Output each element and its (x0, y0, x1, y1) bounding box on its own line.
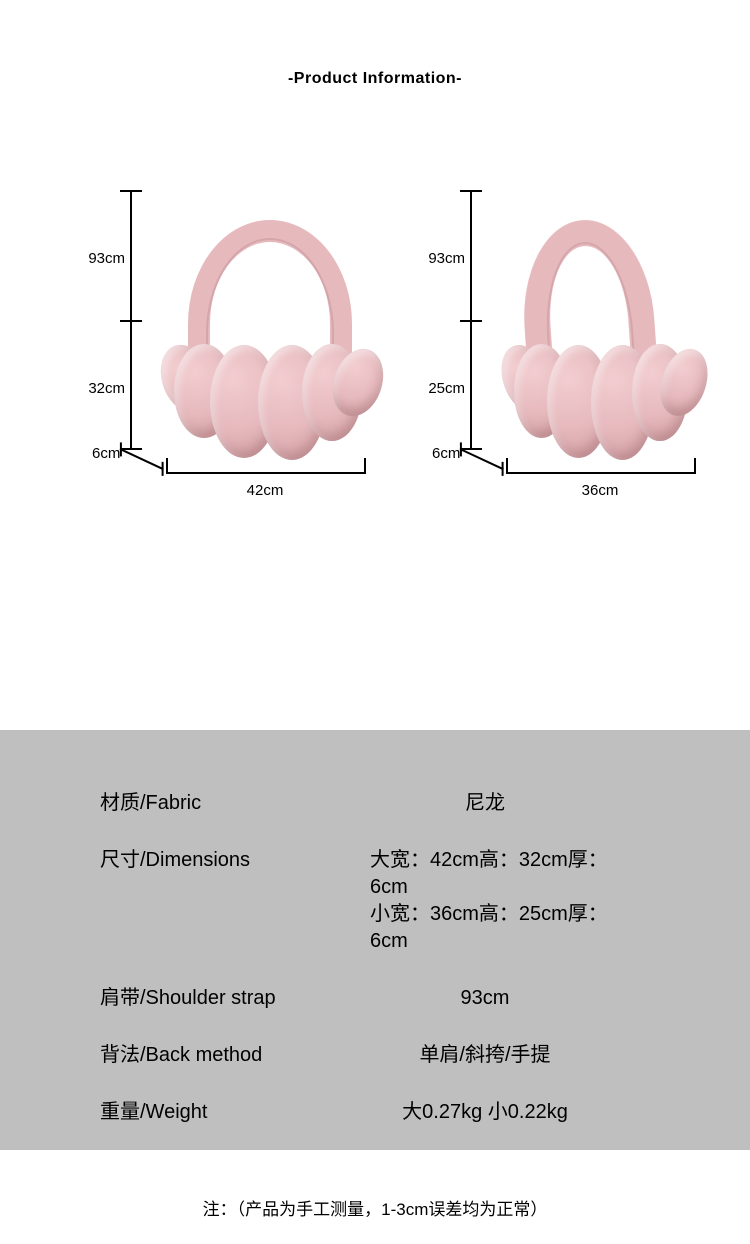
label-width-large: 42cm (215, 482, 315, 499)
label-height-large: 32cm (70, 380, 125, 397)
spec-row-back: 背法/Back method 单肩/斜挎/手提 (100, 1042, 680, 1069)
dimension-diagrams: 93cm 32cm 6cm 42cm 93cm 25cm 6cm 36cm (0, 190, 750, 560)
width-ruler (166, 472, 366, 474)
spec-panel: 材质/Fabric 尼龙 尺寸/Dimensions 大宽：42cm高：32cm… (0, 730, 750, 1150)
spec-label: 尺寸/Dimensions (100, 847, 330, 874)
spec-value: 93cm (330, 985, 680, 1012)
spec-label: 肩带/Shoulder strap (100, 985, 330, 1012)
diagram-small: 93cm 25cm 6cm 36cm (410, 190, 730, 530)
spec-row-fabric: 材质/Fabric 尼龙 (100, 790, 680, 817)
label-strap-length-large: 93cm (70, 250, 125, 267)
spec-row-dimensions: 尺寸/Dimensions 大宽：42cm高：32cm厚：6cm 小宽：36cm… (100, 847, 680, 955)
bag-illustration-large (170, 220, 370, 460)
page-title: -Product Information- (0, 0, 750, 88)
depth-ruler (460, 448, 504, 470)
label-depth-small: 6cm (432, 445, 460, 462)
spec-value: 大宽：42cm高：32cm厚：6cm 小宽：36cm高：25cm厚：6cm (330, 847, 680, 955)
depth-ruler (120, 448, 164, 470)
spec-label: 重量/Weight (100, 1099, 330, 1126)
spec-value: 大0.27kg 小0.22kg (330, 1099, 680, 1126)
spec-value: 单肩/斜挎/手提 (330, 1042, 680, 1069)
vertical-ruler (130, 190, 132, 450)
spec-value: 尼龙 (330, 790, 680, 817)
width-ruler (506, 472, 696, 474)
spec-row-weight: 重量/Weight 大0.27kg 小0.22kg (100, 1099, 680, 1126)
diagram-large: 93cm 32cm 6cm 42cm (70, 190, 390, 530)
label-width-small: 36cm (550, 482, 650, 499)
label-height-small: 25cm (410, 380, 465, 397)
bag-illustration-small (510, 220, 695, 460)
label-strap-length-small: 93cm (410, 250, 465, 267)
spec-row-strap: 肩带/Shoulder strap 93cm (100, 985, 680, 1012)
spec-label: 材质/Fabric (100, 790, 330, 817)
vertical-ruler (470, 190, 472, 450)
spec-label: 背法/Back method (100, 1042, 330, 1069)
label-depth-large: 6cm (92, 445, 120, 462)
measurement-note: 注：（产品为手工测量，1-3cm误差均为正常） (0, 1195, 750, 1220)
